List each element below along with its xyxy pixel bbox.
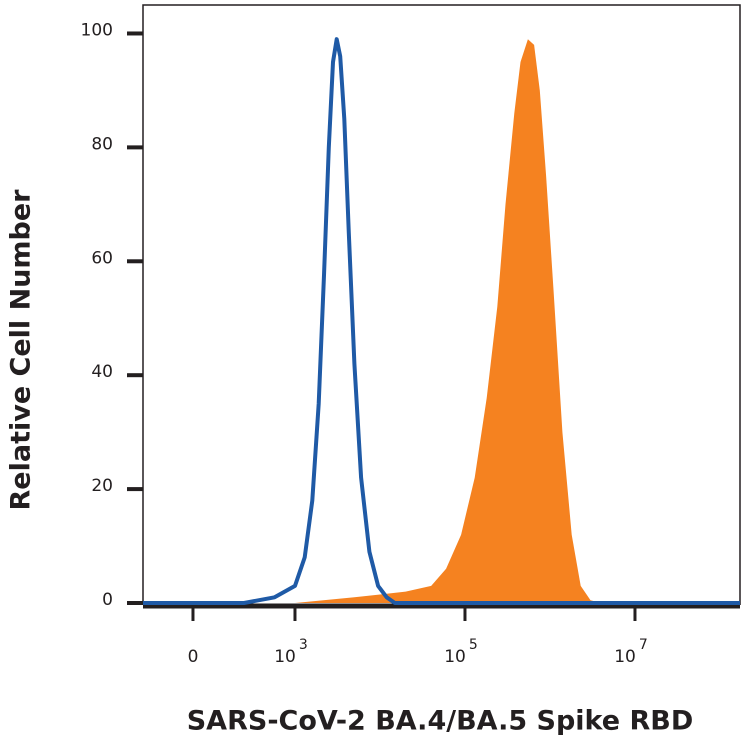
x-axis-title: SARS-CoV-2 BA.4/BA.5 Spike RBD [187, 706, 694, 737]
x-tick-base: 10 [274, 647, 296, 667]
x-tick-power: 5 [469, 637, 478, 653]
x-tick-label: 0 [188, 647, 199, 667]
line [143, 37, 740, 605]
y-tick-label: 80 [91, 134, 113, 154]
y-tick-label: 60 [91, 248, 113, 268]
y-tick-label: 0 [102, 590, 113, 610]
y-axis-title: Relative Cell Number [6, 189, 37, 511]
area [143, 39, 740, 603]
x-tick-power: 7 [639, 637, 648, 653]
y-tick-label: 40 [91, 362, 113, 382]
y-tick-label: 100 [81, 20, 113, 40]
x-tick-label: 103 [274, 637, 308, 667]
x-tick-power: 3 [299, 637, 308, 653]
plot-frame [142, 4, 741, 605]
x-tick-label: 105 [444, 637, 478, 667]
x-tick-base: 10 [444, 647, 466, 667]
x-tick-base: 0 [188, 647, 199, 667]
y-tick-label: 20 [91, 476, 113, 496]
x-tick-base: 10 [614, 647, 636, 667]
x-tick-label: 107 [614, 637, 648, 667]
